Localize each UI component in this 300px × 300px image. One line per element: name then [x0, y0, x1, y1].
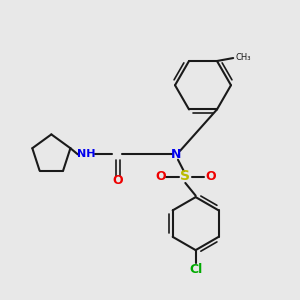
- Text: O: O: [112, 174, 123, 188]
- Text: NH: NH: [77, 149, 96, 159]
- Text: Cl: Cl: [189, 263, 202, 276]
- Text: O: O: [205, 170, 216, 183]
- Text: O: O: [155, 170, 166, 183]
- Text: S: S: [180, 169, 190, 184]
- Text: N: N: [171, 148, 182, 161]
- Text: CH₃: CH₃: [236, 53, 251, 62]
